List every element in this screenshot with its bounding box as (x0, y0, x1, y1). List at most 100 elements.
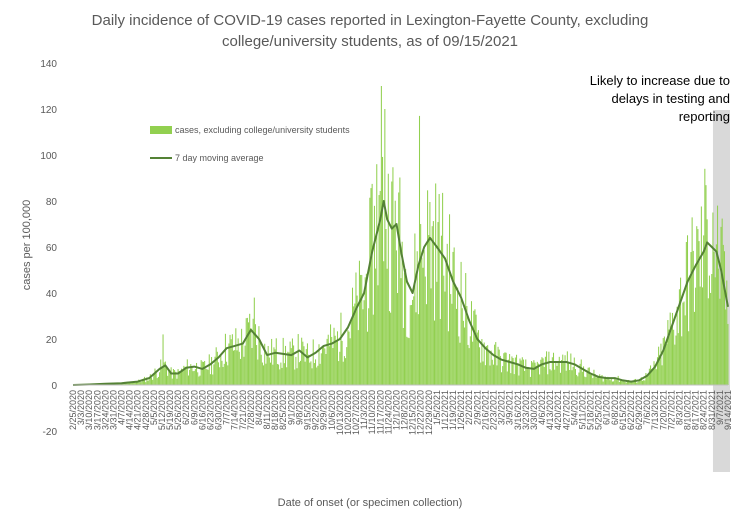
x-tick-label: 10/13/2020 (335, 390, 345, 435)
bar (483, 342, 485, 385)
bar (241, 328, 243, 385)
x-tick-label: 5/12/2020 (157, 390, 167, 430)
bar (296, 368, 298, 385)
bar (421, 257, 423, 385)
bar (358, 260, 360, 385)
bar (186, 359, 188, 385)
bar (544, 356, 546, 385)
bar (372, 314, 374, 385)
bar (556, 365, 558, 385)
x-tick-label: 8/4/2020 (254, 390, 264, 425)
bar (660, 343, 662, 385)
bar (540, 359, 542, 385)
bar (507, 359, 509, 385)
bar (534, 362, 536, 385)
x-tick-label: 5/25/2021 (594, 390, 604, 430)
bar (401, 241, 403, 385)
annotation-line-1: Likely to increase due to (589, 73, 730, 88)
bar (583, 366, 585, 385)
bar (558, 356, 560, 385)
bar (390, 312, 392, 385)
bar (145, 382, 147, 385)
bar (288, 352, 290, 385)
bar (131, 382, 133, 385)
x-tick-label: 5/4/2021 (569, 390, 579, 425)
x-tick-label: 8/17/2021 (691, 390, 701, 430)
bar (301, 337, 303, 385)
bar (269, 362, 272, 385)
bar (636, 382, 638, 385)
bar (286, 367, 288, 385)
annotation-line-3: reporting (678, 109, 730, 124)
bar (417, 314, 419, 385)
x-tick-label: 6/29/2021 (634, 390, 644, 430)
bar (334, 335, 336, 385)
bar (584, 376, 586, 385)
x-tick-label: 10/6/2020 (327, 390, 337, 430)
bar (330, 324, 332, 385)
x-tick-label: 4/7/2020 (117, 390, 127, 425)
bar (313, 363, 315, 385)
x-tick-label: 7/28/2020 (246, 390, 256, 430)
bar (229, 334, 231, 385)
bar (376, 164, 378, 385)
bar (303, 346, 305, 385)
bar (566, 351, 568, 385)
bar (384, 109, 386, 385)
bar (192, 371, 194, 385)
bar (273, 347, 275, 385)
bar (391, 181, 393, 385)
bar (354, 303, 356, 385)
y-tick-label: 100 (40, 151, 57, 162)
bar (299, 360, 302, 385)
bar (242, 342, 244, 385)
bar (189, 369, 191, 385)
bar (424, 276, 426, 385)
bar (231, 334, 233, 385)
bar (388, 311, 390, 385)
bar (656, 357, 658, 385)
x-tick-label: 9/1/2020 (286, 390, 296, 425)
bar (626, 381, 628, 385)
bar (392, 167, 394, 385)
bar (629, 382, 631, 385)
bar (406, 336, 408, 385)
bar (663, 336, 665, 385)
y-tick-label: 60 (46, 243, 58, 254)
annotation-line-2: delays in testing and (611, 91, 730, 106)
bar (533, 360, 535, 385)
bar (427, 190, 429, 385)
moving-average-line (72, 200, 729, 386)
y-tick-label: 140 (40, 59, 57, 70)
bar (599, 374, 601, 385)
bar (402, 327, 404, 385)
bar (413, 296, 415, 385)
bar (449, 214, 451, 385)
bar (345, 358, 347, 385)
bar (263, 365, 265, 385)
bar (135, 382, 137, 385)
bar (275, 338, 277, 385)
bar (439, 318, 441, 385)
bar (183, 365, 185, 385)
x-tick-label: 1/26/2021 (456, 390, 466, 430)
bar (491, 359, 493, 385)
bar (554, 369, 556, 385)
bar (161, 367, 163, 385)
bar (677, 333, 679, 385)
moving-average-series (72, 200, 729, 386)
bar (399, 177, 401, 385)
bar (670, 328, 672, 385)
bar (536, 361, 538, 385)
bar (587, 367, 589, 385)
x-tick-label: 5/19/2020 (165, 390, 175, 430)
bar (245, 318, 247, 385)
bar (342, 361, 344, 385)
bar (348, 331, 350, 385)
bar (591, 373, 593, 385)
bar (370, 188, 372, 385)
x-tick-label: 3/24/2020 (100, 390, 110, 430)
bar (576, 374, 578, 385)
bar (606, 379, 608, 385)
bar (655, 369, 657, 385)
